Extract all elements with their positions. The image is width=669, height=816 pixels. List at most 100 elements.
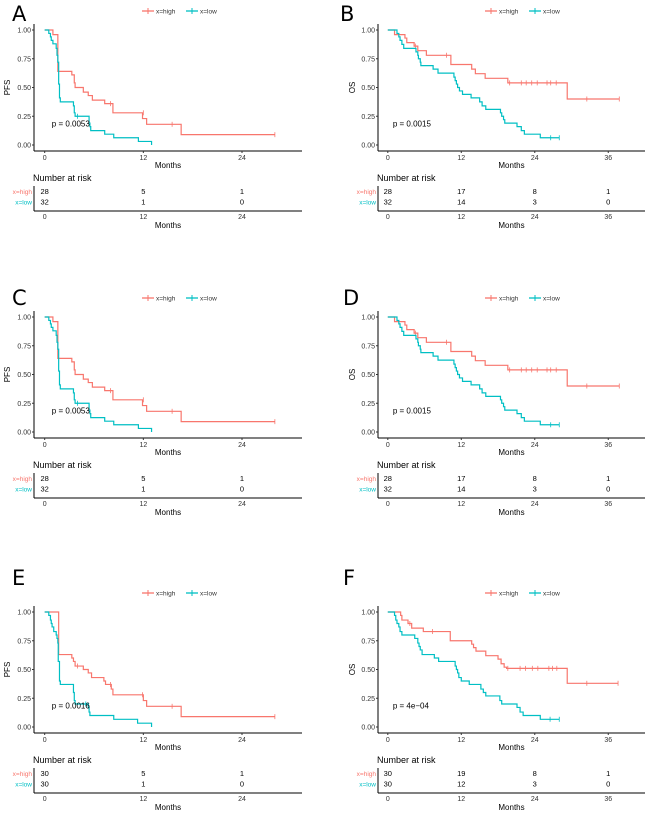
risk-x-tick-label: 24	[238, 501, 246, 508]
y-tick-label: 0.00	[17, 725, 31, 732]
y-tick-label: 0.25	[361, 401, 375, 408]
risk-count: 8	[533, 769, 537, 778]
risk-x-tick-label: 12	[457, 796, 465, 803]
risk-x-tick-label: 36	[604, 501, 612, 508]
risk-count: 1	[240, 769, 244, 778]
legend-label: x=low	[543, 9, 560, 16]
survival-curve-low	[387, 611, 560, 720]
survival-curve-high	[44, 316, 275, 423]
risk-count: 17	[457, 474, 465, 483]
x-tick-label: 12	[139, 737, 147, 744]
risk-row-label: x=low	[15, 782, 32, 789]
x-tick-label: 12	[139, 155, 147, 162]
risk-count: 30	[41, 769, 49, 778]
risk-table-title: Number at risk	[33, 460, 92, 470]
panel-letter: B	[340, 2, 355, 26]
risk-x-tick-label: 36	[604, 796, 612, 803]
survival-curve-low	[44, 611, 153, 727]
risk-x-axis-title: Months	[498, 803, 524, 812]
risk-count: 1	[606, 187, 610, 196]
y-tick-label: 0.00	[361, 143, 375, 150]
risk-count: 3	[533, 485, 537, 494]
risk-count: 30	[384, 769, 392, 778]
survival-curve-low	[387, 316, 560, 426]
x-axis-title: Months	[155, 448, 181, 457]
risk-count: 19	[457, 769, 465, 778]
p-value: p = 0.0015	[393, 406, 432, 415]
legend-label: x=high	[499, 296, 519, 303]
p-value: p = 0.0053	[52, 119, 91, 128]
x-axis-title: Months	[498, 448, 524, 457]
y-tick-label: 0.25	[361, 114, 375, 121]
risk-count: 32	[41, 485, 49, 494]
risk-row-label: x=high	[357, 189, 377, 196]
risk-count: 28	[384, 187, 392, 196]
risk-count: 28	[41, 474, 49, 483]
x-tick-label: 24	[531, 155, 539, 162]
risk-x-tick-label: 0	[43, 214, 47, 221]
y-tick-label: 0.75	[17, 638, 31, 645]
panel-letter: F	[343, 566, 356, 590]
panel-letter: D	[343, 286, 360, 310]
risk-count: 30	[384, 780, 392, 789]
y-tick-label: 0.00	[361, 725, 375, 732]
risk-x-tick-label: 0	[43, 501, 47, 508]
x-tick-label: 0	[386, 442, 390, 449]
survival-curve-low	[44, 29, 153, 145]
x-axis-title: Months	[155, 743, 181, 752]
risk-x-axis-title: Months	[498, 221, 524, 230]
legend-label: x=high	[156, 9, 176, 16]
x-axis-title: Months	[498, 743, 524, 752]
risk-count: 5	[141, 187, 145, 196]
risk-count: 5	[141, 769, 145, 778]
x-tick-label: 24	[238, 442, 246, 449]
y-tick-label: 1.00	[17, 610, 31, 617]
y-tick-label: 0.75	[361, 343, 375, 350]
x-tick-label: 24	[238, 737, 246, 744]
x-tick-label: 24	[531, 737, 539, 744]
risk-row-label: x=low	[359, 782, 376, 789]
x-axis-title: Months	[155, 161, 181, 170]
risk-x-tick-label: 0	[43, 796, 47, 803]
risk-table-title: Number at risk	[33, 755, 92, 765]
risk-count: 1	[606, 474, 610, 483]
risk-x-axis-title: Months	[155, 508, 181, 517]
y-axis-title: OS	[348, 664, 357, 676]
risk-count: 1	[606, 769, 610, 778]
p-value: p = 0.0015	[393, 119, 432, 128]
km-panel-e: x=high x=low 0.00 0.25 0.50 0.75 1.00 0 12 24 Mont…	[3, 590, 302, 812]
risk-count: 0	[240, 485, 244, 494]
y-tick-label: 0.25	[17, 401, 31, 408]
risk-table-title: Number at risk	[377, 460, 436, 470]
risk-count: 8	[533, 474, 537, 483]
x-tick-label: 24	[531, 442, 539, 449]
x-tick-label: 36	[604, 737, 612, 744]
risk-count: 1	[141, 198, 145, 207]
y-axis-title: PFS	[3, 662, 12, 678]
y-tick-label: 0.75	[17, 56, 31, 63]
survival-curve-high	[387, 316, 620, 387]
y-tick-label: 0.25	[17, 696, 31, 703]
risk-count: 0	[606, 780, 610, 789]
y-tick-label: 1.00	[361, 28, 375, 35]
risk-x-tick-label: 0	[386, 501, 390, 508]
km-panel-d: x=high x=low 0.00 0.25 0.50 0.75 1.00 0 12 24 36 Mo…	[348, 295, 645, 517]
legend-label: x=low	[200, 9, 217, 16]
y-tick-label: 0.25	[17, 114, 31, 121]
y-axis-title: PFS	[3, 80, 12, 96]
x-tick-label: 12	[457, 155, 465, 162]
risk-row-label: x=low	[15, 487, 32, 494]
y-axis-title: PFS	[3, 367, 12, 383]
risk-count: 32	[41, 198, 49, 207]
risk-count: 1	[141, 780, 145, 789]
x-tick-label: 0	[386, 155, 390, 162]
y-tick-label: 0.75	[361, 638, 375, 645]
x-tick-label: 12	[457, 442, 465, 449]
y-tick-label: 1.00	[361, 610, 375, 617]
legend-label: x=low	[200, 296, 217, 303]
risk-count: 1	[240, 187, 244, 196]
km-panel-b: x=high x=low 0.00 0.25 0.50 0.75 1.00 0 12 24 36 Mo…	[348, 8, 645, 230]
risk-count: 12	[457, 780, 465, 789]
risk-count: 14	[457, 198, 465, 207]
